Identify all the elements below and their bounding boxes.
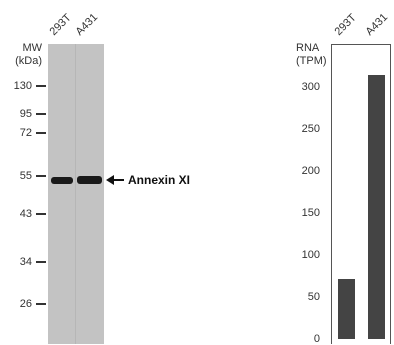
bar-a431: [368, 75, 385, 339]
mw-marker-55: 55: [6, 170, 46, 182]
mw-axis-label-line2: (kDa): [15, 55, 42, 67]
chart-category-label-a431: A431: [363, 11, 391, 38]
y-tick-label: 50: [307, 291, 320, 303]
rna-axis-label-line2: (TPM): [296, 55, 327, 67]
blot-lane-label-293t: 293T: [47, 11, 74, 38]
y-tick-label: 300: [301, 81, 320, 93]
chart-category-label-293t: 293T: [332, 11, 359, 38]
y-tick-label: 250: [301, 123, 320, 135]
mw-axis-label-line1: MW: [22, 42, 42, 54]
bar-293t: [338, 278, 355, 339]
mw-marker-95: 95: [6, 108, 46, 120]
band-a431: [77, 176, 102, 184]
mw-marker-26: 26: [6, 298, 46, 310]
blot-lane-label-a431: A431: [73, 11, 101, 38]
y-tick-label: 0: [313, 333, 320, 345]
band-label: Annexin XI: [128, 173, 191, 187]
lane-divider: [75, 44, 76, 344]
band-293t: [51, 177, 73, 184]
mw-marker-72: 72: [6, 127, 46, 139]
chart-frame: [331, 44, 391, 344]
y-tick-label: 150: [301, 207, 320, 219]
rna-axis-label-line1: RNA: [296, 42, 320, 54]
y-tick-label: 200: [301, 165, 320, 177]
y-tick-label: 100: [301, 249, 320, 261]
mw-marker-130: 130: [6, 80, 46, 92]
mw-marker-43: 43: [6, 208, 46, 220]
mw-marker-34: 34: [6, 256, 46, 268]
western-blot-membrane: [48, 44, 104, 344]
band-arrow-shaft: [110, 179, 124, 181]
